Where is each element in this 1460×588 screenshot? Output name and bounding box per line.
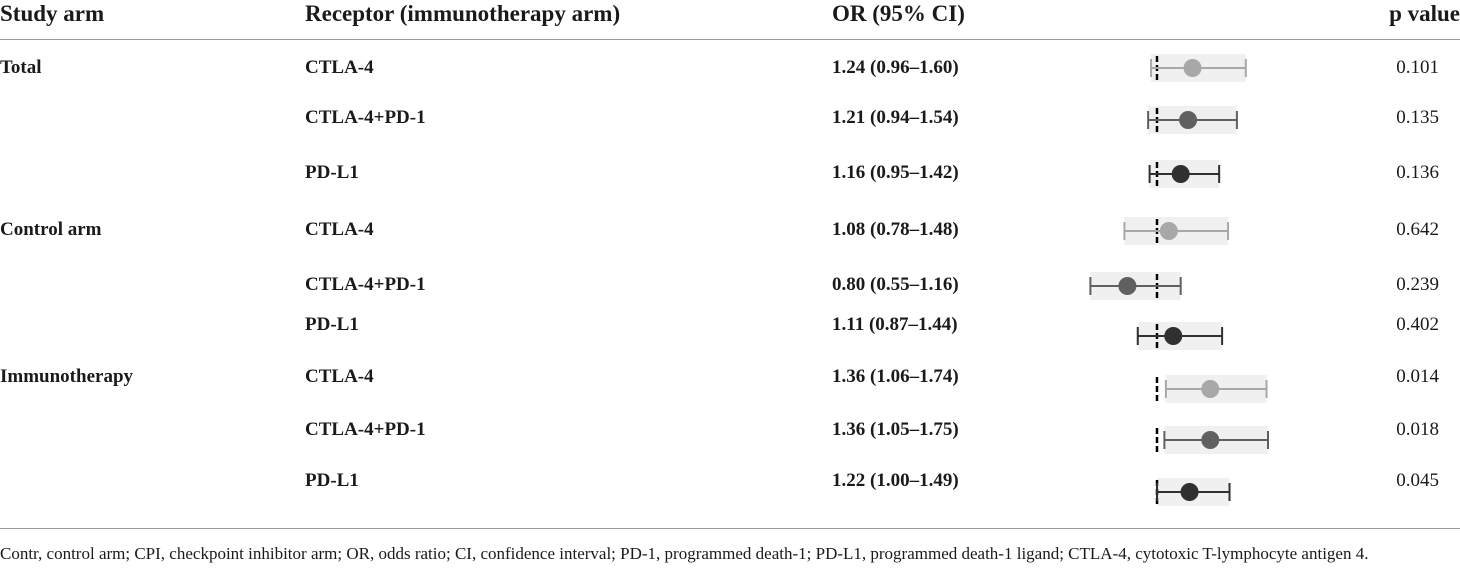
or-cell: 1.24 (0.96–1.60) [832,57,959,78]
receptor-cell: CTLA-4+PD-1 [305,107,426,128]
footer-rule [0,528,1460,529]
receptor-cell: CTLA-4+PD-1 [305,419,426,440]
header-or: OR (95% CI) [832,1,965,26]
point-estimate [1171,165,1190,183]
p-value-cell: 0.045 [1396,470,1439,491]
p-value-cell: 0.018 [1396,419,1439,440]
p-value-cell: 0.101 [1396,57,1439,78]
p-value-cell: 0.402 [1396,314,1439,335]
receptor-cell: PD-L1 [305,470,359,491]
p-value-cell: 0.136 [1396,162,1439,183]
header-rule [0,39,1460,40]
point-estimate [1201,431,1220,449]
point-estimate [1180,483,1199,501]
header-study-arm: Study arm [0,1,105,26]
point-estimate [1118,277,1137,295]
group-label-immunotherapy: Immunotherapy [0,366,134,387]
point-estimate [1183,59,1202,77]
point-estimate [1201,380,1220,398]
receptor-cell: CTLA-4 [305,219,374,240]
receptor-cell: CTLA-4 [305,366,374,387]
point-estimate [1159,222,1178,240]
or-cell: 1.36 (1.06–1.74) [832,366,959,387]
receptor-cell: CTLA-4 [305,57,374,78]
p-value-cell: 0.239 [1396,274,1439,295]
or-cell: 0.80 (0.55–1.16) [832,274,959,295]
or-cell: 1.22 (1.00–1.49) [832,470,959,491]
header-receptor: Receptor (immunotherapy arm) [305,1,621,26]
or-cell: 1.08 (0.78–1.48) [832,219,959,240]
p-value-cell: 0.642 [1396,219,1439,240]
or-cell: 1.11 (0.87–1.44) [832,314,958,335]
receptor-cell: PD-L1 [305,314,359,335]
point-estimate [1179,111,1198,129]
p-value-cell: 0.014 [1396,366,1439,387]
footnote: Contr, control arm; CPI, checkpoint inhi… [0,544,1369,563]
p-value-cell: 0.135 [1396,107,1439,128]
header-p-value: p value [1389,1,1460,26]
receptor-cell: CTLA-4+PD-1 [305,274,426,295]
or-cell: 1.16 (0.95–1.42) [832,162,959,183]
or-cell: 1.36 (1.05–1.75) [832,419,959,440]
group-label-total: Total [0,57,42,78]
receptor-cell: PD-L1 [305,162,359,183]
point-estimate [1164,327,1183,345]
group-label-control: Control arm [0,219,102,240]
or-cell: 1.21 (0.94–1.54) [832,107,959,128]
